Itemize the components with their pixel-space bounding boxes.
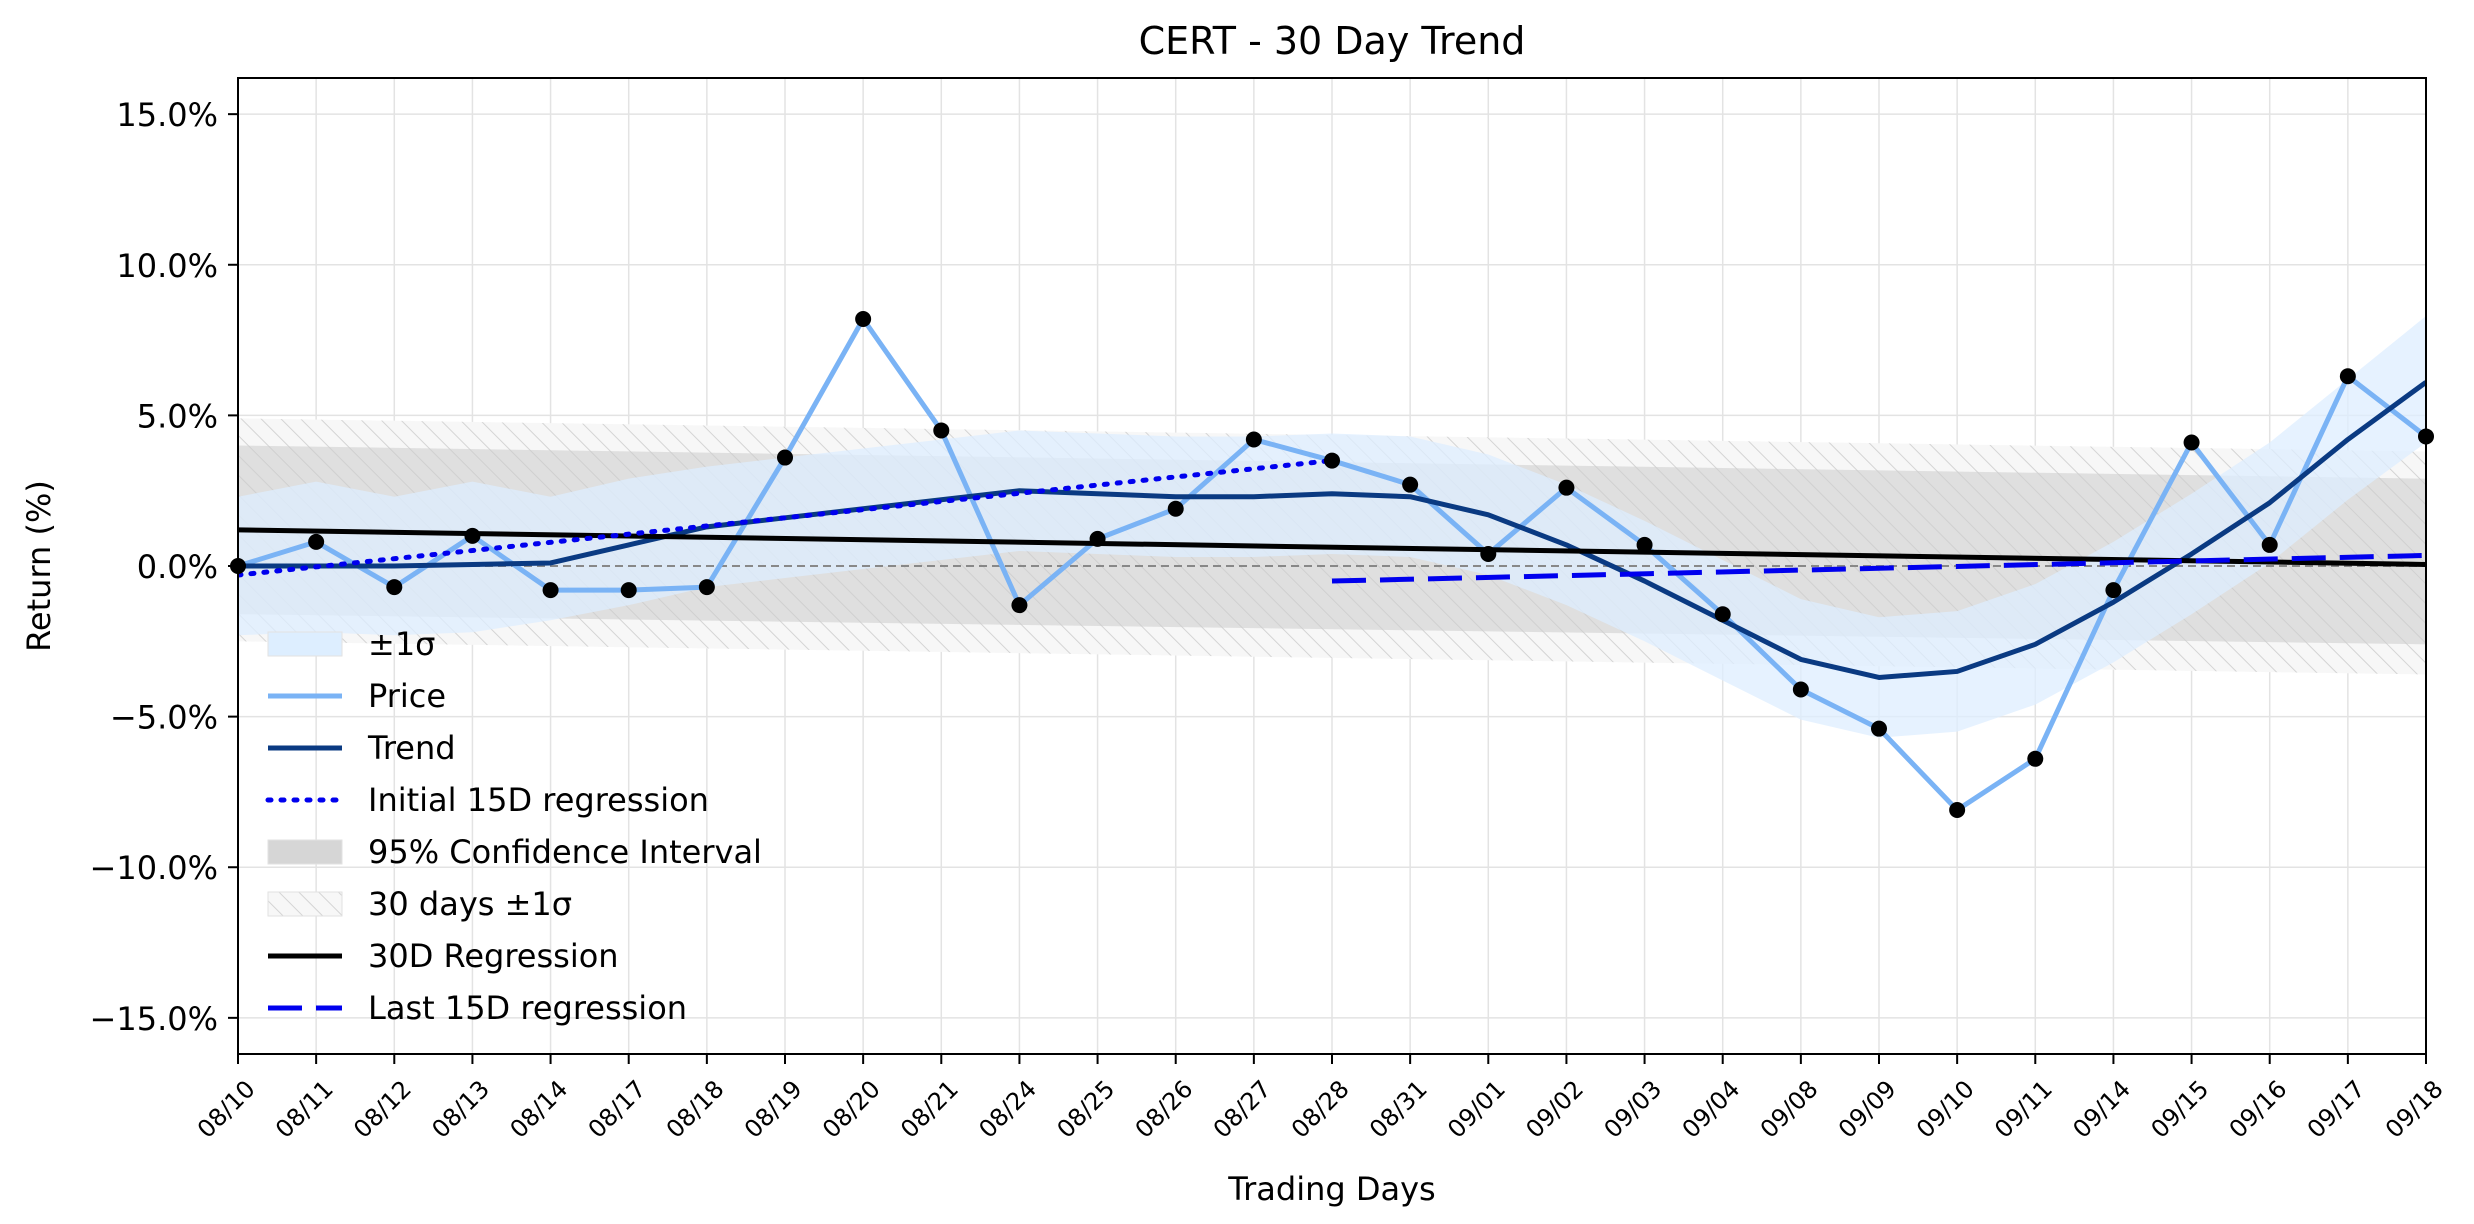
x-tick-label: 09/09 xyxy=(1833,1075,1902,1144)
price-marker xyxy=(1324,452,1340,469)
y-tick-label: −15.0% xyxy=(90,1000,218,1038)
price-marker xyxy=(698,579,715,596)
x-tick-label: 08/31 xyxy=(1364,1075,1433,1144)
price-marker xyxy=(933,422,950,439)
price-marker xyxy=(2027,750,2044,767)
x-tick-label: 08/10 xyxy=(192,1075,261,1144)
x-axis-ticks: 08/10 08/11 08/12 08/13 08/14 08/17 08/18 08/19… xyxy=(192,1054,2449,1144)
legend-30d-regression-label: 30D Regression xyxy=(368,937,619,975)
y-tick-label: 15.0% xyxy=(116,96,218,134)
x-tick-label: 08/12 xyxy=(348,1075,417,1144)
price-marker xyxy=(2183,434,2200,451)
price-marker xyxy=(386,579,403,596)
x-tick-label: 08/13 xyxy=(426,1075,495,1144)
x-tick-label: 08/11 xyxy=(270,1075,339,1144)
x-tick-label: 09/03 xyxy=(1599,1075,1668,1144)
x-tick-label: 09/15 xyxy=(2146,1075,2215,1144)
legend-initial-15d-label: Initial 15D regression xyxy=(368,781,709,819)
x-tick-label: 08/26 xyxy=(1130,1075,1199,1144)
price-marker xyxy=(1402,476,1419,493)
regression-initial-15d-line xyxy=(238,458,1335,578)
price-marker xyxy=(542,582,559,599)
price-marker xyxy=(308,533,325,550)
x-tick-label: 08/18 xyxy=(661,1075,730,1144)
y-axis-label: Return (%) xyxy=(20,480,58,652)
x-tick-label: 08/25 xyxy=(1052,1075,1121,1144)
price-marker xyxy=(1480,545,1497,562)
x-tick-label: 08/27 xyxy=(1208,1075,1277,1144)
price-marker xyxy=(1714,606,1731,623)
legend: ±1σ Price Trend Initial 15D regression 95% C… xyxy=(265,625,762,1027)
x-tick-label: 08/19 xyxy=(739,1075,808,1144)
legend-price-label: Price xyxy=(368,677,446,715)
legend-last-15d-label: Last 15D regression xyxy=(368,989,687,1027)
price-markers xyxy=(230,310,2434,818)
x-tick-label: 09/01 xyxy=(1442,1075,1511,1144)
x-axis-label: Trading Days xyxy=(1227,1170,1435,1208)
price-marker xyxy=(620,582,637,599)
x-tick-label: 08/17 xyxy=(583,1075,652,1144)
series-lines xyxy=(238,316,2426,813)
y-tick-label: 10.0% xyxy=(116,247,218,285)
price-marker xyxy=(777,449,793,466)
x-tick-label: 09/02 xyxy=(1520,1075,1589,1144)
chart-title: CERT - 30 Day Trend xyxy=(1139,19,1526,63)
legend-30-days-sigma-label: 30 days ±1σ xyxy=(368,885,572,923)
band-sigma xyxy=(238,315,2426,738)
trend-line xyxy=(238,380,2426,680)
x-tick-label: 09/17 xyxy=(2302,1075,2371,1144)
price-marker xyxy=(1245,431,1262,448)
x-tick-label: 08/28 xyxy=(1286,1075,1355,1144)
x-tick-label: 08/14 xyxy=(505,1075,574,1144)
price-marker xyxy=(1636,536,1653,553)
price-marker xyxy=(2261,536,2278,553)
legend-trend-label: Trend xyxy=(367,729,456,767)
regression-last-15d-line xyxy=(1331,552,2426,584)
price-marker xyxy=(1558,479,1575,496)
price-marker xyxy=(464,527,481,544)
price-marker xyxy=(1167,500,1184,517)
x-tick-label: 09/14 xyxy=(2067,1075,2136,1144)
price-marker xyxy=(1089,530,1106,547)
x-tick-label: 09/11 xyxy=(1989,1075,2058,1144)
price-marker xyxy=(1871,720,1887,737)
legend-sigma-swatch xyxy=(267,631,343,657)
price-marker xyxy=(855,310,872,327)
x-tick-label: 08/20 xyxy=(817,1075,886,1144)
price-marker xyxy=(2339,368,2356,385)
y-tick-label: −10.0% xyxy=(90,849,218,887)
legend-30-days-sigma-swatch xyxy=(267,891,343,917)
price-marker xyxy=(1792,681,1809,698)
x-tick-label: 09/16 xyxy=(2224,1075,2293,1144)
price-marker xyxy=(1011,597,1028,614)
legend-confidence-interval-swatch xyxy=(267,839,343,865)
x-tick-label: 09/18 xyxy=(2380,1075,2449,1144)
x-tick-label: 08/21 xyxy=(895,1075,964,1144)
legend-confidence-interval-label: 95% Confidence Interval xyxy=(368,833,762,871)
x-tick-label: 09/08 xyxy=(1755,1075,1824,1144)
y-tick-label: −5.0% xyxy=(110,699,218,737)
y-tick-label: 5.0% xyxy=(137,397,218,435)
x-tick-label: 09/10 xyxy=(1911,1075,1980,1144)
x-tick-label: 09/04 xyxy=(1677,1075,1746,1144)
price-marker xyxy=(1949,802,1966,818)
price-marker xyxy=(2105,582,2122,599)
y-axis-ticks: −15.0% −10.0% −5.0% 0.0% 5.0% 10.0% 15.0% xyxy=(90,96,238,1038)
x-tick-label: 08/24 xyxy=(973,1075,1042,1144)
y-tick-label: 0.0% xyxy=(137,548,218,586)
legend-sigma-label: ±1σ xyxy=(368,625,435,663)
